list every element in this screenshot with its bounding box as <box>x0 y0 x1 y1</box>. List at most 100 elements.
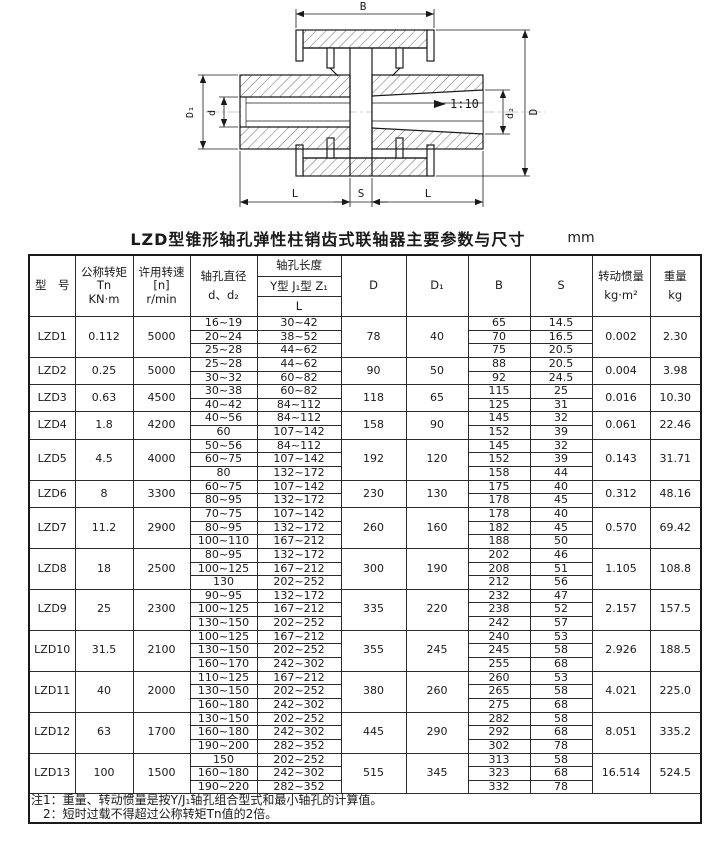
S-cell: 53 <box>529 670 593 686</box>
D-cell: 300 <box>340 547 407 590</box>
D-cell: 515 <box>340 752 407 795</box>
header-inertia-l1: 转动惯量 <box>598 268 644 283</box>
header-B: B <box>467 254 531 317</box>
model-cell: LZD8 <box>28 547 76 590</box>
header-weight-l1: 重量 <box>663 268 687 283</box>
D1-cell: 90 <box>405 411 469 440</box>
table-row: LZD10 31.5 2100 100~125 167~212 355 245 240 53 2.… <box>28 629 702 672</box>
coupling-drawing: 1:10 B D d₂ D₁ d <box>185 0 545 207</box>
speed-cell: 2000 <box>132 670 191 713</box>
bore-diameter-cell: 60~75 <box>189 452 258 468</box>
torque-cell: 40 <box>74 670 134 713</box>
D-cell: 90 <box>340 356 407 386</box>
header-weight: 重量 kg <box>649 254 702 317</box>
bore-length-cell: 132~172 <box>256 547 342 563</box>
inertia-cell: 0.016 <box>591 384 651 413</box>
B-cell: 232 <box>467 588 531 604</box>
inertia-cell: 2.926 <box>591 629 651 672</box>
table-title-row: LZD型锥形轴孔弹性柱销齿式联轴器主要参数与尺寸 mm <box>0 224 725 252</box>
D-cell: 335 <box>340 588 407 631</box>
weight-cell: 225.0 <box>649 670 702 713</box>
D-cell: 118 <box>340 384 407 413</box>
table-row: 80~95 132~172 178 45 <box>29 493 701 508</box>
bore-diameter-cell: 130 <box>189 575 258 590</box>
S-cell: 39 <box>529 425 593 440</box>
B-cell: 65 <box>467 316 531 331</box>
inertia-cell: 0.061 <box>591 411 651 440</box>
inertia-cell: 0.143 <box>591 438 651 481</box>
table-row: 190~200 282~352 302 78 <box>29 738 701 754</box>
B-cell: 178 <box>467 506 531 522</box>
D-cell: 192 <box>340 438 407 481</box>
inertia-cell: 8.051 <box>591 711 651 754</box>
bore-length-cell: 167~212 <box>256 602 342 618</box>
S-cell: 50 <box>529 534 593 549</box>
model-cell: LZD6 <box>28 479 76 508</box>
table-row: LZD12 63 1700 130~150 202~252 445 290 282 58 8.05… <box>28 711 702 754</box>
header-torque: 公称转矩 Tn KN·m <box>74 254 134 317</box>
D-cell: 355 <box>340 629 407 672</box>
bore-diameter-cell: 130~150 <box>189 643 258 659</box>
S-cell: 16.5 <box>529 329 593 345</box>
bore-diameter-cell: 160~180 <box>189 725 258 740</box>
dim-D1-label: D₁ <box>185 106 196 118</box>
bore-diameter-cell: 16~19 <box>189 316 258 331</box>
bore-diameter-cell: 80 <box>189 466 258 481</box>
inertia-cell: 0.004 <box>591 356 651 386</box>
D1-cell: 345 <box>405 752 469 795</box>
torque-cell: 100 <box>74 752 134 795</box>
B-cell: 323 <box>467 766 531 781</box>
table-title: LZD型锥形轴孔弹性柱销齿式联轴器主要参数与尺寸 <box>130 230 526 249</box>
bore-length-cell: 167~212 <box>256 534 342 549</box>
table-row: LZD13 100 1500 150 202~252 515 345 313 58 16.514 5… <box>28 752 702 795</box>
B-cell: 202 <box>467 547 531 563</box>
header-weight-l2: kg <box>668 288 683 302</box>
inertia-cell: 4.021 <box>591 670 651 713</box>
weight-cell: 524.5 <box>649 752 702 795</box>
S-cell: 58 <box>529 711 593 727</box>
dimension-lines <box>198 9 530 207</box>
B-cell: 282 <box>467 711 531 727</box>
model-cell: LZD12 <box>28 711 76 754</box>
bore-diameter-cell: 160~180 <box>189 697 258 713</box>
speed-cell: 5000 <box>132 356 191 386</box>
bore-diameter-cell: 80~95 <box>189 493 258 508</box>
torque-cell: 8 <box>74 479 134 508</box>
table-row: 30~32 60~82 92 24.5 <box>29 370 701 386</box>
header-D1: D₁ <box>405 254 469 317</box>
torque-cell: 63 <box>74 711 134 754</box>
D1-cell: 160 <box>405 506 469 549</box>
bore-diameter-cell: 190~200 <box>189 738 258 754</box>
B-cell: 125 <box>467 397 531 413</box>
inertia-cell: 16.514 <box>591 752 651 795</box>
B-cell: 158 <box>467 466 531 481</box>
S-cell: 78 <box>529 779 593 795</box>
speed-cell: 2300 <box>132 588 191 631</box>
bore-length-cell: 202~252 <box>256 752 342 768</box>
torque-cell: 11.2 <box>74 506 134 549</box>
dim-L-left-label: L <box>292 187 299 200</box>
B-cell: 70 <box>467 329 531 345</box>
bore-length-cell: 30~42 <box>256 316 342 331</box>
bore-length-cell: 132~172 <box>256 520 342 536</box>
S-cell: 45 <box>529 493 593 508</box>
B-cell: 255 <box>467 657 531 672</box>
dim-L-right-label: L <box>425 187 432 200</box>
table-row: 60 107~142 152 39 <box>29 425 701 440</box>
S-cell: 44 <box>529 466 593 481</box>
speed-cell: 4000 <box>132 438 191 481</box>
bore-length-cell: 282~352 <box>256 779 342 795</box>
header-inertia: 转动惯量 kg·m² <box>591 254 651 317</box>
bore-length-cell: 242~302 <box>256 697 342 713</box>
S-cell: 20.5 <box>529 356 593 372</box>
weight-cell: 69.42 <box>649 506 702 549</box>
bore-diameter-cell: 130~150 <box>189 616 258 631</box>
S-cell: 58 <box>529 752 593 768</box>
B-cell: 152 <box>467 425 531 440</box>
bore-diameter-cell: 20~24 <box>189 329 258 345</box>
bore-diameter-cell: 90~95 <box>189 588 258 604</box>
B-cell: 115 <box>467 384 531 399</box>
bore-length-cell: 132~172 <box>256 466 342 481</box>
speed-cell: 1700 <box>132 711 191 754</box>
table-row: 80 132~172 158 44 <box>29 466 701 481</box>
